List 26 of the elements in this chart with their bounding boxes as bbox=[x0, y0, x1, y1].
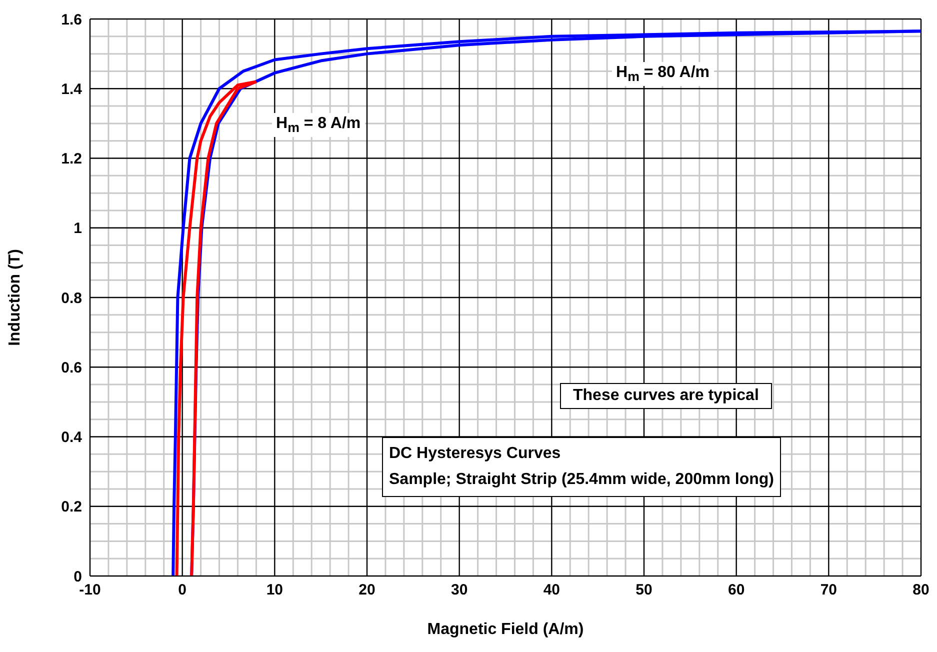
y-tick-label: 0.6 bbox=[61, 359, 82, 376]
y-tick-label: 1.4 bbox=[61, 80, 83, 98]
x-tick-label: 40 bbox=[543, 582, 560, 599]
y-tick-label: 1 bbox=[74, 220, 82, 238]
annotation: DC Hysteresys Curves bbox=[389, 444, 562, 464]
x-tick-label: 60 bbox=[728, 582, 745, 599]
x-tick-label: -10 bbox=[79, 582, 101, 599]
x-tick-label: 10 bbox=[266, 582, 284, 599]
y-tick-label: 1.2 bbox=[61, 150, 82, 168]
x-tick-label: 0 bbox=[178, 582, 187, 599]
x-tick-label: 70 bbox=[820, 582, 838, 599]
y-tick-label: 0.8 bbox=[61, 290, 82, 307]
y-tick-label: 0 bbox=[74, 568, 82, 586]
y-tick-label: 0.2 bbox=[61, 498, 82, 516]
annotation: H$_{m}$ = 8 A/m bbox=[272, 113, 365, 138]
x-tick-label: 80 bbox=[912, 582, 930, 599]
x-tick-label: 50 bbox=[636, 582, 652, 599]
y-axis-title: Induction (T) bbox=[6, 249, 24, 346]
x-tick-label: 30 bbox=[450, 582, 468, 599]
annotation: H$_{m}$ = 80 A/m bbox=[612, 62, 714, 86]
x-axis-title: Magnetic Field (A/m) bbox=[427, 621, 584, 638]
annotation: Sample; Straight Strip (25.4mm wide, 200mm long) bbox=[389, 470, 774, 490]
y-tick-label: 1.6 bbox=[61, 11, 82, 28]
y-tick-label: 0.4 bbox=[61, 429, 83, 446]
x-tick-label: 20 bbox=[358, 582, 376, 599]
annotation: These curves are typical bbox=[560, 383, 772, 409]
